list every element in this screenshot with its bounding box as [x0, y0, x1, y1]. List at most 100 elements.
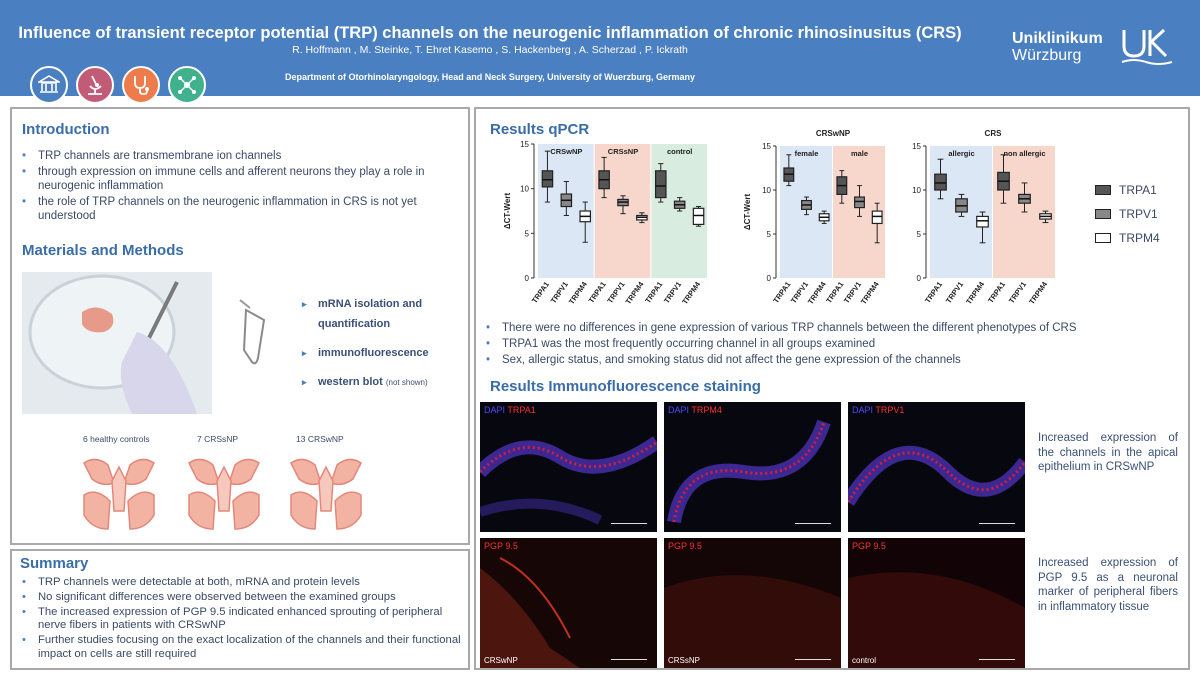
tissue-sample-photo	[22, 272, 212, 414]
scale-bar	[795, 523, 831, 524]
x-tick-label: TRPA1	[923, 280, 944, 305]
group-label-controls: 6 healthy controls	[83, 434, 150, 444]
y-axis-label: ΔCT-Wert	[743, 194, 752, 231]
y-tick-label: 15	[762, 142, 771, 151]
group-label-crssnp: 7 CRSsNP	[197, 434, 239, 444]
qpcr-bullets: There were no differences in gene expres…	[484, 321, 1184, 369]
chart-title: CRSwNP	[816, 129, 851, 138]
y-tick-label: 10	[912, 186, 921, 195]
if-label: DAPI TRPM4	[668, 405, 722, 415]
methods-title: Materials and Methods	[22, 242, 184, 259]
x-tick-label: TRPM4	[806, 279, 828, 306]
legend-label: TRPM4	[1119, 231, 1160, 245]
results-if-title: Results Immunofluorescence staining	[490, 378, 761, 395]
marker-label: TRPV1	[875, 405, 905, 415]
pgp-label: PGP 9.5	[668, 541, 702, 551]
if-image-trpa1: DAPI TRPA1	[480, 402, 657, 532]
introduction-bullets: TRP channels are transmembrane ion chann…	[20, 149, 460, 225]
y-tick-label: 10	[762, 186, 771, 195]
summary-title: Summary	[20, 555, 89, 572]
department: Department of Otorhinolaryngology, Head …	[284, 72, 696, 82]
chart-title: CRS	[985, 129, 1003, 138]
author-list: R. Hoffmann , M. Steinke, T. Ehret Kasem…	[292, 44, 688, 56]
x-tick-label: TRPM4	[1027, 279, 1049, 306]
sinus-anatomy-icon	[188, 458, 260, 530]
group-caption: CRSsNP	[668, 656, 701, 665]
method-item: immunofluorescence	[300, 343, 450, 363]
stethoscope-icon	[122, 66, 160, 104]
legend-swatch	[1095, 233, 1111, 243]
list-item: The increased expression of PGP 9.5 indi…	[20, 606, 465, 634]
group-caption: control	[852, 656, 877, 665]
qpcr-legend: TRPA1 TRPV1 TRPM4	[1095, 183, 1160, 255]
marker-label: TRPM4	[691, 405, 722, 415]
x-tick-label: TRPM4	[624, 279, 646, 306]
legend-swatch	[1095, 185, 1111, 195]
y-tick-label: 0	[767, 274, 772, 283]
y-tick-label: 0	[917, 274, 922, 283]
box	[854, 196, 865, 209]
y-tick-label: 5	[917, 230, 922, 239]
dapi-label: DAPI	[852, 405, 874, 415]
if-finding-channels: Increased expression of the channels in …	[1038, 432, 1178, 473]
tube-icon	[239, 299, 266, 365]
list-item: the role of TRP channels on the neurogen…	[20, 195, 460, 224]
legend-item: TRPV1	[1095, 207, 1160, 221]
if-image-pgp-control: PGP 9.5 control	[848, 538, 1025, 668]
group-caption: CRSwNP	[484, 656, 518, 665]
dapi-label: DAPI	[484, 405, 506, 415]
group-label: CRSsNP	[608, 147, 638, 156]
method-label: immunofluorescence	[318, 347, 429, 359]
group-label-crswnp: 13 CRSwNP	[296, 434, 344, 444]
x-tick-label: TRPA1	[587, 280, 608, 305]
network-icon	[168, 66, 206, 104]
x-tick-label: TRPA1	[530, 280, 551, 305]
legend-item: TRPA1	[1095, 183, 1160, 197]
list-item: Sex, allergic status, and smoking status…	[484, 353, 1184, 368]
y-axis-label: ΔCT-Wert	[503, 193, 512, 230]
x-tick-label: TRPA1	[643, 280, 664, 305]
box	[692, 207, 705, 225]
discipline-icons	[30, 66, 206, 104]
method-note: (not shown)	[385, 378, 428, 387]
group-label: CRSwNP	[550, 147, 582, 156]
if-label: DAPI TRPA1	[484, 405, 536, 415]
marker-label: TRPA1	[507, 405, 536, 415]
if-image-trpm4: DAPI TRPM4	[664, 402, 841, 532]
legend-label: TRPV1	[1119, 207, 1158, 221]
methods-list: mRNA isolation and quantification immuno…	[300, 294, 450, 402]
logo-line-2: Würzburg	[1012, 47, 1082, 64]
scale-bar	[611, 523, 647, 524]
summary-bullets: TRP channels were detectable at both, mR…	[20, 576, 465, 663]
legend-swatch	[1095, 209, 1111, 219]
x-tick-label: TRPM4	[567, 279, 589, 306]
box	[976, 215, 989, 228]
group-label: female	[795, 149, 819, 158]
sinus-anatomy-icon	[83, 458, 155, 530]
method-label: western blot	[318, 376, 383, 388]
group-label: male	[851, 149, 868, 158]
scale-bar	[979, 523, 1015, 524]
university-logo-text: Uniklinikum Würzburg	[1012, 30, 1103, 64]
if-image-pgp-crssnp: PGP 9.5 CRSsNP	[664, 538, 841, 668]
x-tick-label: TRPM4	[859, 279, 881, 306]
if-image-pgp-crswnp: PGP 9.5 CRSwNP	[480, 538, 657, 668]
group-label: allergic	[948, 149, 974, 158]
y-tick-label: 15	[912, 142, 921, 151]
if-image-trpv1: DAPI TRPV1	[848, 402, 1025, 532]
qpcr-chart-phenotypes: CRSwNP CRSsNP control051015ΔCT-WertTRPA1TR…	[503, 140, 707, 306]
list-item: TRP channels were detectable at both, mR…	[20, 576, 465, 590]
sinus-anatomy-icon	[290, 458, 362, 530]
list-item: TRP channels are transmembrane ion chann…	[20, 149, 460, 164]
group-label: control	[667, 147, 692, 156]
scale-bar	[611, 659, 647, 660]
list-item: No significant differences were observed…	[20, 591, 465, 605]
y-tick-label: 5	[525, 229, 530, 238]
poster-title: Influence of transient receptor potentia…	[18, 24, 962, 42]
x-tick-label: TRPM4	[964, 279, 986, 306]
x-tick-label: TRPV1	[944, 280, 965, 305]
x-tick-label: TRPV1	[1007, 280, 1028, 305]
scale-bar	[979, 659, 1015, 660]
